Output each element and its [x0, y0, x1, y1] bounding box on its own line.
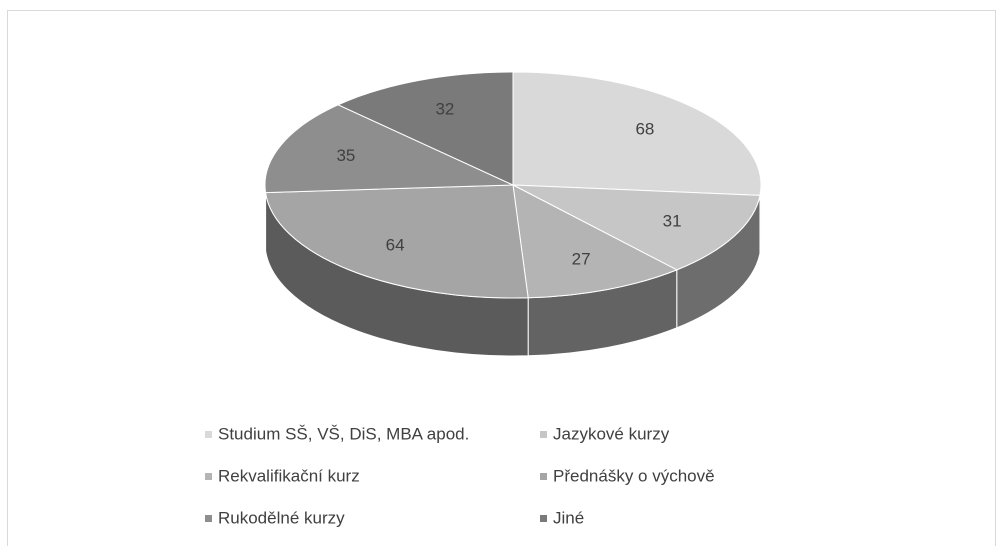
- data-label: 35: [336, 146, 355, 165]
- legend-swatch: [205, 431, 212, 438]
- legend-label: Studium SŠ, VŠ, DiS, MBA apod.: [218, 424, 469, 443]
- pie-slice: [264, 104, 514, 194]
- legend-swatch: [540, 431, 547, 438]
- legend-label: Přednášky o výchově: [553, 466, 715, 485]
- legend-label: Rukodělné kurzy: [218, 508, 345, 527]
- pie-slice: [512, 184, 678, 299]
- legend-label: Rekvalifikační kurz: [218, 466, 360, 485]
- pie-slice: [336, 71, 514, 186]
- data-label: 32: [435, 99, 454, 118]
- pie-slice: [512, 184, 761, 271]
- data-label: 68: [635, 120, 654, 139]
- data-label: 31: [663, 211, 682, 230]
- legend-label: Jiné: [553, 508, 584, 527]
- data-label: 27: [572, 250, 591, 269]
- legend-swatch: [540, 515, 547, 522]
- pie-slice: [264, 184, 529, 299]
- data-label: 64: [386, 236, 405, 255]
- legend-swatch: [205, 473, 212, 480]
- legend-swatch: [540, 473, 547, 480]
- legend-label: Jazykové kurzy: [553, 424, 670, 443]
- legend-swatch: [205, 515, 212, 522]
- pie-slice: [512, 71, 762, 196]
